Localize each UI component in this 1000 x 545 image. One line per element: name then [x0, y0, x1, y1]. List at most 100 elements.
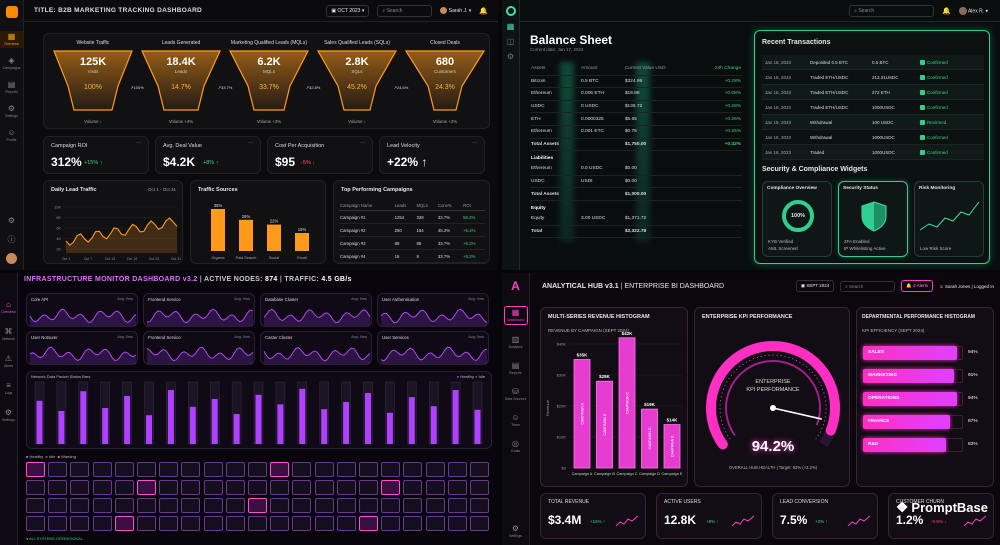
nav-overview[interactable]: ⌂ Overview: [0, 299, 17, 316]
node-tile[interactable]: [381, 480, 401, 495]
service-card[interactable]: Frontend Service Avg: 0ms: [143, 331, 255, 365]
node-tile[interactable]: [137, 462, 156, 477]
node-tile[interactable]: [270, 498, 290, 513]
node-tile[interactable]: [26, 498, 45, 513]
bell-icon[interactable]: 🔔: [942, 7, 951, 15]
nav-alerts[interactable]: ⚠ Alerts: [0, 353, 17, 370]
nav-settings[interactable]: ⚙ Settings: [0, 407, 17, 424]
node-tile[interactable]: [114, 516, 134, 531]
node-tile[interactable]: [248, 498, 267, 513]
node-tile[interactable]: [48, 516, 68, 531]
node-tile[interactable]: [470, 516, 489, 531]
more-icon[interactable]: ···: [248, 140, 254, 146]
service-card[interactable]: User Notsurer Avg: 0ms: [26, 331, 138, 365]
node-tile[interactable]: [336, 498, 356, 513]
table-row[interactable]: ETH 0.0000325 $5.65 +0.26%: [530, 112, 742, 126]
node-tile[interactable]: [92, 498, 112, 513]
node-tile[interactable]: [203, 480, 223, 495]
table-row[interactable]: Campaign #3 88 88 33.7% +5.2%: [339, 236, 485, 250]
node-tile[interactable]: [159, 498, 179, 513]
node-tile[interactable]: [137, 516, 156, 531]
dept-bar[interactable]: [863, 415, 950, 429]
node-tile[interactable]: [425, 516, 445, 531]
table-row[interactable]: USDC 0 USDC $136.72 +0.28%: [530, 100, 742, 114]
nav-analytics[interactable]: ▥ Analytics: [502, 334, 529, 351]
node-tile[interactable]: [470, 462, 489, 477]
grid-icon[interactable]: ▦: [506, 22, 515, 31]
node-tile[interactable]: [403, 516, 423, 531]
bell-icon[interactable]: 🔔: [479, 7, 488, 15]
node-tile[interactable]: [159, 480, 179, 495]
node-tile[interactable]: [248, 516, 267, 531]
node-tile[interactable]: [92, 462, 112, 477]
node-tile[interactable]: [114, 462, 134, 477]
nav-team[interactable]: ☺ Team: [502, 412, 529, 429]
avatar[interactable]: [6, 253, 17, 264]
transaction-row[interactable]: Jan 18, 2023 Deposited 0.5 BTC 0.5 BTC Conf…: [762, 55, 984, 70]
node-tile[interactable]: [425, 480, 445, 495]
user-menu[interactable]: Alex R. ▾: [958, 6, 988, 15]
nav-dashboard[interactable]: ▦ Dashboard: [503, 306, 528, 325]
node-tile[interactable]: [181, 480, 201, 495]
node-tile[interactable]: [48, 462, 68, 477]
month-picker[interactable]: ▣ SEPT 2024: [795, 280, 835, 292]
transaction-row[interactable]: Jan 18, 2023 Traded ETH/USDC 272 ETH Confir…: [762, 85, 984, 100]
node-tile[interactable]: [270, 516, 290, 531]
table-row[interactable]: Ethereum 0.005 ETH $19.88 +0.08%: [530, 87, 742, 101]
service-card[interactable]: Caster Cluster Avg: 0ms: [260, 331, 372, 365]
node-tile[interactable]: [447, 480, 467, 495]
node-tile[interactable]: [381, 498, 401, 513]
settings-icon[interactable]: ⚙: [506, 52, 515, 61]
node-tile[interactable]: [447, 462, 467, 477]
date-range[interactable]: Oct 1 - Oct 31: [147, 187, 176, 192]
info-icon[interactable]: ⓘ: [7, 235, 16, 244]
node-tile[interactable]: [403, 462, 423, 477]
node-tile[interactable]: [470, 498, 489, 513]
nav-data-sources[interactable]: ⛁ Data Sources: [502, 386, 529, 403]
alerts-badge[interactable]: 🔔 2 Alerts: [901, 280, 934, 292]
table-row[interactable]: Total Assets $1,000.00: [530, 187, 742, 201]
node-tile[interactable]: [70, 462, 90, 477]
node-tile[interactable]: [26, 516, 45, 531]
node-tile[interactable]: [381, 516, 401, 531]
search-input[interactable]: ⌕ Search: [377, 4, 433, 17]
nav-reports[interactable]: ▤ Reports: [0, 79, 23, 96]
node-tile[interactable]: [92, 480, 112, 495]
node-tile[interactable]: [359, 480, 378, 495]
table-row[interactable]: Campaign #4 16 9 33.7% +5.2%: [339, 249, 485, 263]
service-card[interactable]: User Authentication Avg: 0ms: [377, 293, 489, 327]
layers-icon[interactable]: ◫: [506, 37, 515, 46]
node-tile[interactable]: [270, 462, 290, 477]
node-tile[interactable]: [225, 498, 245, 513]
nav-settings[interactable]: ⚙ Settings: [502, 523, 529, 540]
table-row[interactable]: Campaign #1 1254 328 33.7% 56.2%: [339, 210, 485, 224]
node-tile[interactable]: [48, 498, 68, 513]
more-icon[interactable]: ···: [472, 140, 478, 146]
nav-goals[interactable]: ◎ Goals: [502, 438, 529, 455]
node-tile[interactable]: [114, 498, 134, 513]
nav-campaigns[interactable]: ◈ Campaigns: [0, 55, 23, 72]
node-tile[interactable]: [181, 498, 201, 513]
month-picker[interactable]: ▣ OCT 2023 ▾: [326, 4, 370, 17]
table-row[interactable]: Total Assets $1,750.00 +0.32%: [530, 138, 742, 152]
node-tile[interactable]: [181, 462, 201, 477]
node-tile[interactable]: [381, 462, 401, 477]
dept-bar[interactable]: [863, 369, 954, 383]
node-tile[interactable]: [292, 498, 312, 513]
service-card[interactable]: User Services Avg: 0ms: [377, 331, 489, 365]
dept-bar[interactable]: [863, 346, 957, 360]
node-tile[interactable]: [447, 516, 467, 531]
dept-bar[interactable]: [863, 438, 946, 452]
node-tile[interactable]: [359, 462, 378, 477]
node-tile[interactable]: [48, 480, 68, 495]
node-tile[interactable]: [26, 462, 45, 477]
node-tile[interactable]: [336, 480, 356, 495]
service-card[interactable]: Frontend Service Avg: 0ms: [143, 293, 255, 327]
nav-profile[interactable]: ☺ Profile: [0, 127, 23, 144]
node-tile[interactable]: [70, 516, 90, 531]
search-input[interactable]: ⌕ Search: [840, 280, 896, 292]
nav-settings[interactable]: ⚙ Settings: [0, 103, 23, 120]
search-input[interactable]: ⌕ Search: [849, 4, 935, 17]
node-tile[interactable]: [92, 516, 112, 531]
transaction-row[interactable]: Jan 18, 2023 Traded ETH/USDC 213.31USDC Con…: [762, 70, 984, 85]
